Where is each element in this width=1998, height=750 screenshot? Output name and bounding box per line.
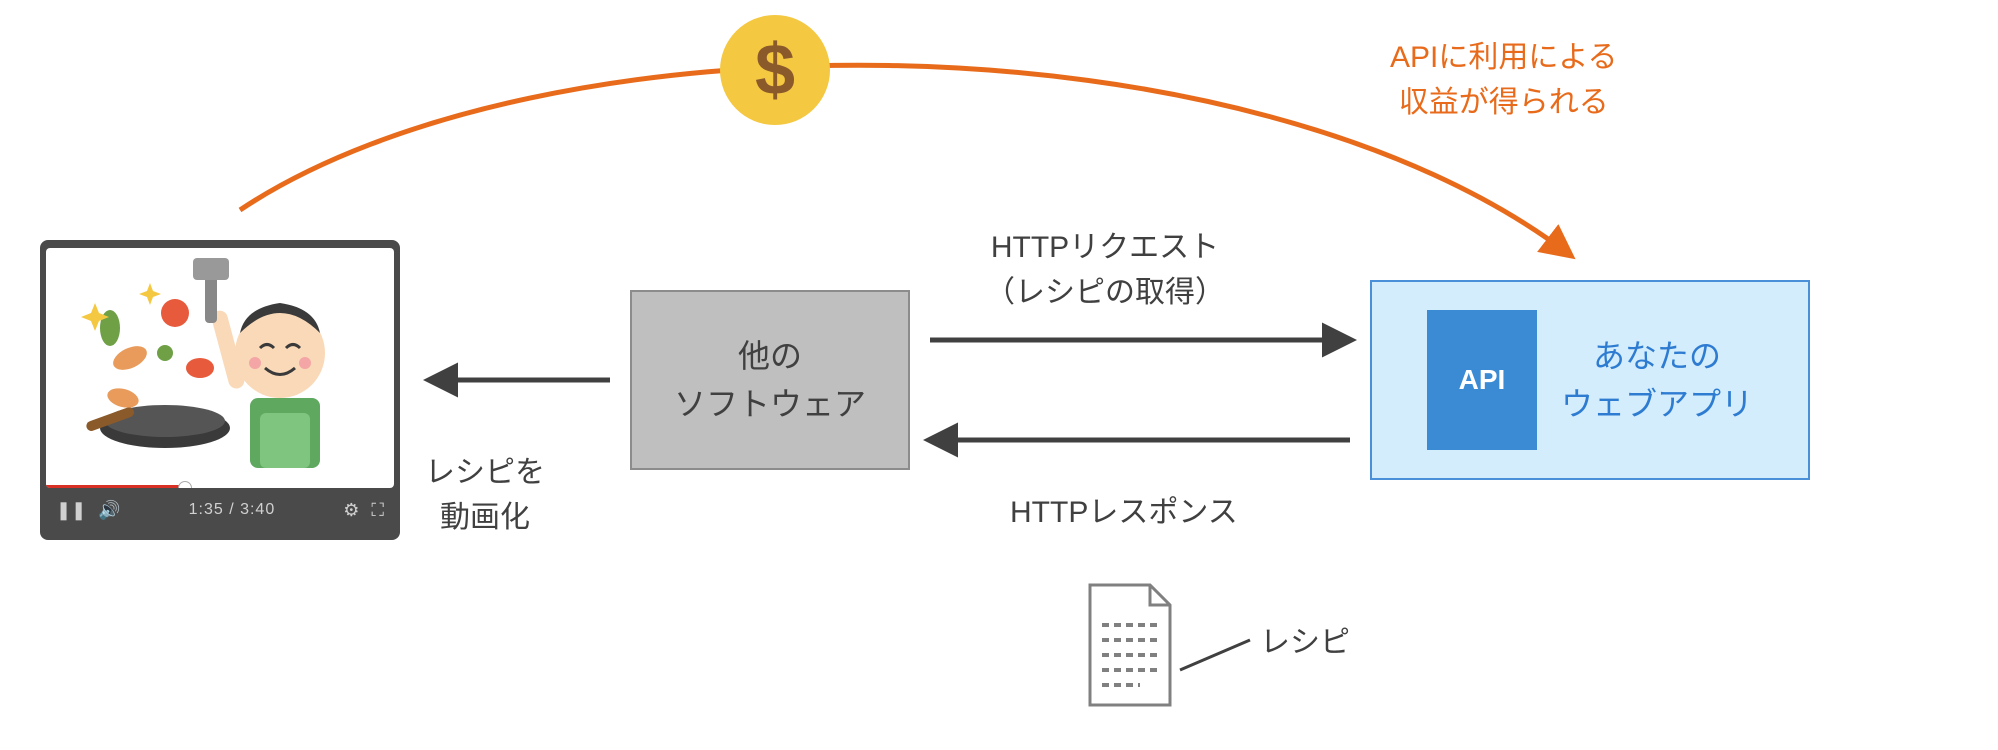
software-line2: ソフトウェア <box>674 380 866 428</box>
revenue-arc <box>240 65 1570 255</box>
software-line1: 他の <box>674 332 866 380</box>
revenue-label: APIに利用による 収益が得られる <box>1390 35 1617 125</box>
dollar-symbol: $ <box>755 29 795 111</box>
settings-icon: ⚙ <box>343 500 359 521</box>
webapp-node: API あなたの ウェブアプリ <box>1370 280 1810 480</box>
recipe-label: レシピ <box>1260 620 1350 665</box>
other-software-node: 他の ソフトウェア <box>630 290 910 470</box>
response-label: HTTPレスポンス <box>1010 490 1238 535</box>
video-controls: ❚❚ 🔊 1:35 / 3:40 ⚙ ⛶ <box>46 488 394 532</box>
video-time: 1:35 / 3:40 <box>133 501 332 519</box>
pause-icon: ❚❚ <box>56 500 86 521</box>
video-screen <box>46 248 394 488</box>
videoize-label: レシピを 動画化 <box>425 450 545 540</box>
fullscreen-icon: ⛶ <box>371 500 384 521</box>
recipe-pointer <box>1180 640 1250 670</box>
api-badge: API <box>1427 310 1537 450</box>
cooking-illustration <box>55 253 385 483</box>
video-player-node: ❚❚ 🔊 1:35 / 3:40 ⚙ ⛶ <box>40 240 400 540</box>
volume-icon: 🔊 <box>98 500 120 521</box>
request-label: HTTPリクエスト （レシピの取得） <box>985 225 1225 315</box>
coin-icon: $ <box>720 15 830 125</box>
document-icon <box>1080 580 1180 710</box>
webapp-line1: あなたの <box>1561 332 1753 380</box>
webapp-line2: ウェブアプリ <box>1561 380 1753 428</box>
